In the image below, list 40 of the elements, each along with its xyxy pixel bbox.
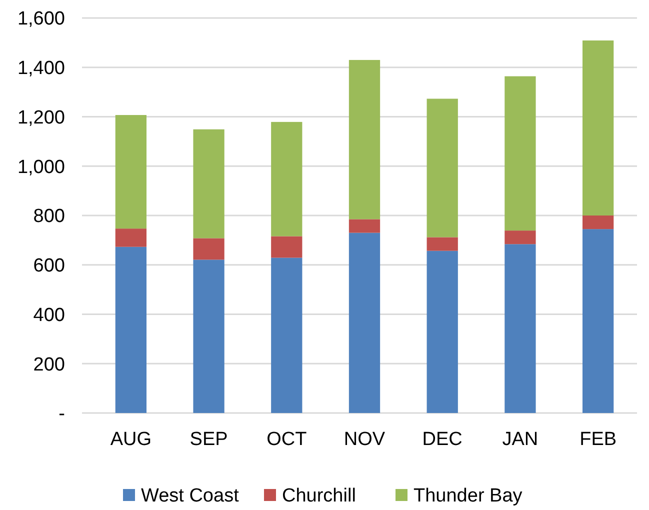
bar [115, 115, 146, 229]
y-tick-label: 600 [33, 256, 65, 277]
bar [115, 228, 146, 247]
bar [271, 258, 302, 413]
bar [582, 216, 614, 230]
bar [348, 60, 380, 220]
y-tick-label: 1,200 [17, 107, 65, 128]
y-tick-label: 1,400 [17, 58, 65, 80]
y-tick-label: 1,000 [17, 156, 65, 178]
bar [426, 98, 458, 238]
bar [115, 246, 146, 413]
bar [582, 229, 614, 413]
bar [193, 238, 224, 260]
bar [504, 76, 536, 231]
y-tick-label: 1,600 [17, 8, 65, 30]
x-tick-label: AUG [110, 429, 152, 450]
x-tick-label: NOV [344, 429, 386, 450]
x-tick-label: SEP [190, 429, 228, 450]
legend-label: Thunder Bay [414, 486, 523, 507]
legend-label: Churchill [282, 486, 356, 507]
bar [504, 244, 536, 413]
bar [271, 236, 302, 258]
bar [271, 122, 302, 236]
y-tick-label: 800 [33, 206, 65, 228]
x-tick-label: DEC [422, 429, 462, 450]
bar [348, 219, 380, 233]
bar [193, 260, 224, 413]
bar [426, 250, 458, 413]
x-tick-label: JAN [502, 429, 538, 450]
y-tick-label: - [58, 404, 65, 425]
bar [504, 230, 536, 244]
y-tick-label: 200 [33, 354, 65, 376]
bar [426, 237, 458, 251]
bar [348, 232, 380, 413]
legend-label: West Coast [141, 486, 240, 507]
x-tick-label: FEB [580, 429, 617, 450]
x-tick-label: OCT [266, 429, 308, 450]
bar [582, 40, 614, 216]
y-tick-label: 400 [33, 304, 65, 326]
bar [193, 129, 224, 238]
